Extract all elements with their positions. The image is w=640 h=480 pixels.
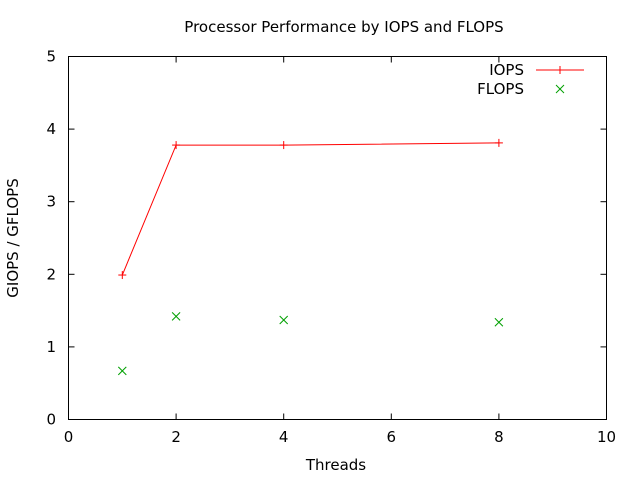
y-tick-label: 3 xyxy=(46,193,56,211)
y-tick-label: 5 xyxy=(46,48,56,66)
data-point xyxy=(117,366,127,376)
y-tick-label: 4 xyxy=(46,120,56,138)
x-tick-label: 6 xyxy=(387,428,397,446)
data-point xyxy=(171,312,181,321)
legend-label-flops: FLOPS xyxy=(477,80,524,98)
legend-marker-symbol xyxy=(555,84,565,94)
y-axis-ticks: 0 1 2 3 4 5 xyxy=(46,48,607,429)
data-point xyxy=(279,141,288,150)
x-tick-label: 4 xyxy=(279,428,289,446)
plot-area-frame xyxy=(68,56,607,420)
y-tick-label: 1 xyxy=(46,338,56,356)
chart-title: Processor Performance by IOPS and FLOPS xyxy=(184,18,503,36)
y-tick-label: 0 xyxy=(46,411,56,429)
series-flops xyxy=(117,312,504,376)
data-point xyxy=(279,315,289,325)
data-point xyxy=(172,141,181,150)
x-axis-label: Threads xyxy=(305,456,366,474)
data-point xyxy=(494,138,503,147)
legend-marker-iops xyxy=(556,66,564,74)
x-tick-label: 8 xyxy=(494,428,504,446)
x-tick-label: 0 xyxy=(64,428,74,446)
legend-marker-symbol xyxy=(556,66,564,74)
series-iops xyxy=(118,138,503,280)
legend-label-iops: IOPS xyxy=(489,61,524,79)
series-line xyxy=(121,142,499,276)
legend: IOPS FLOPS xyxy=(477,61,584,98)
y-tick-label: 2 xyxy=(46,265,56,283)
x-tick-label: 2 xyxy=(171,428,181,446)
x-tick-label: 10 xyxy=(597,428,616,446)
legend-marker-flops xyxy=(555,84,565,94)
series-layer xyxy=(117,138,504,376)
data-point xyxy=(118,271,127,280)
x-axis-ticks: 0 2 4 6 8 10 xyxy=(64,56,616,446)
y-axis-label: GIOPS / GFLOPS xyxy=(4,178,22,297)
data-point xyxy=(494,317,504,327)
